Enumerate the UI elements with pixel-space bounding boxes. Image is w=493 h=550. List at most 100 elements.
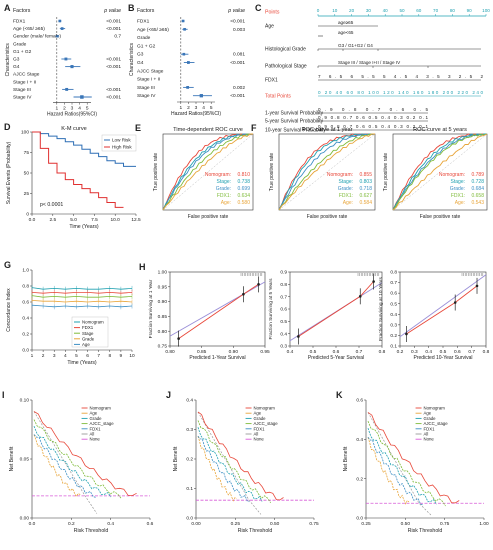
forest-row-label: G4 <box>13 64 20 70</box>
km-high-risk-line <box>32 131 124 208</box>
dca-xtick-label: 0.00 <box>191 521 201 527</box>
roc-auc-name: Age: <box>221 200 231 206</box>
dca-xlabel: Risk Threshold <box>74 528 109 534</box>
roc-title: ROC curve at 5 years <box>413 127 467 133</box>
forest-row-p: <0.001 <box>106 19 121 25</box>
forest-row-label: Stage III <box>137 85 155 91</box>
dca-legend-label: None <box>90 437 101 442</box>
dca-legend-label: None <box>424 437 435 442</box>
dca-ylabel: Net Benefit <box>343 446 349 471</box>
forest-point <box>199 94 203 98</box>
forest-tick-label: 1 <box>55 106 58 112</box>
nomogram-points-tick: 20 <box>349 8 355 13</box>
dca-model-line <box>197 411 284 501</box>
dca-ytick-label: 0.6 <box>356 398 363 404</box>
roc-frame <box>278 133 376 211</box>
forest-row-label: Stage I + II <box>137 77 160 83</box>
forest-row-p: <0.001 <box>106 87 121 93</box>
dca-xtick-label: 0.75 <box>440 521 450 527</box>
calib-ytick-label: 0.4 <box>280 331 287 337</box>
roc-auc-name: Stage: <box>451 179 465 185</box>
dca-ytick-label: 0.2 <box>186 457 193 463</box>
dca-ytick-label: 0.4 <box>186 398 193 404</box>
cindex-ytick-label: 0.2 <box>22 332 29 338</box>
forest-point <box>181 19 185 23</box>
nomogram-row-label: Age <box>265 24 274 30</box>
cindex-ytick-label: 1.0 <box>22 268 29 274</box>
roc-auc-value: 0.718 <box>359 186 372 192</box>
calib-frame <box>399 271 487 347</box>
km-ytick-label: 0 <box>26 212 29 218</box>
forest-point <box>186 86 190 89</box>
roc-curve-line <box>278 133 376 211</box>
nomogram-row-scale: 0 20 40 60 80 100 120 140 160 180 200 22… <box>318 90 483 95</box>
roc-diagonal <box>278 133 376 211</box>
km-ylabel: Survival Events (Probability) <box>6 141 12 204</box>
forest-row-p: 0.081 <box>233 52 245 58</box>
calib-xtick-label: 0.6 <box>333 349 340 355</box>
km-ytick-label: 100 <box>21 130 29 136</box>
nomogram-row-scale: 0.9 0.8 0.7 0.6 0.5 0.4 0.3 0.2 0.1 <box>318 124 428 129</box>
km-xtick-label: 0.0 <box>29 217 36 223</box>
roc-auc-name: Nomogram: <box>327 172 353 178</box>
roc-auc-name: Stage: <box>339 179 353 185</box>
panel-letter-C: C <box>255 3 262 13</box>
roc-auc-name: Nomogram: <box>439 172 465 178</box>
dca-legend-label: Nomogram <box>424 406 446 411</box>
calib-ytick-label: 0.4 <box>390 312 397 318</box>
calib-ytick-label: 0.80 <box>158 329 168 335</box>
calib-ytick-label: 0.5 <box>280 319 287 325</box>
calib-ytick-label: 0.8 <box>280 282 287 288</box>
nomogram-row-scale: 7 6.5 6 5.5 5 4.5 4 3.5 3 2.5 2 <box>318 74 483 79</box>
cindex-xtick-label: 2 <box>42 353 45 359</box>
dca-legend-label: Nomogram <box>254 406 276 411</box>
calib-xtick-label: 0.6 <box>454 349 461 355</box>
forest-point <box>64 57 68 61</box>
calib-ylabel: Fraction Surviving at 10 Years <box>378 277 384 341</box>
forest-tick-label: 4 <box>78 106 81 112</box>
dca-xtick-label: 0.75 <box>309 521 319 527</box>
roc-auc-name: Age: <box>343 200 353 206</box>
calib-ytick-label: 0.7 <box>280 294 287 300</box>
panel-letter-G: G <box>4 260 11 270</box>
dca-xtick-label: 0.6 <box>147 521 154 527</box>
roc-curve-line <box>278 133 375 211</box>
dca-all-line <box>33 411 98 514</box>
calib-frame <box>169 271 266 347</box>
roc-diagonal <box>392 133 488 211</box>
calib-curve-line <box>406 285 478 335</box>
calib-xtick-label: 0.5 <box>310 349 317 355</box>
forest-row-label: Stage I + II <box>13 79 36 85</box>
roc-auc-name: Stage: <box>217 179 231 185</box>
forest-tick-label: 3 <box>195 105 198 111</box>
nomogram-row-label: Pathological Stage <box>265 64 307 70</box>
forest-row-label: Stage III <box>13 87 31 93</box>
calib-xtick-label: 0.80 <box>165 349 175 355</box>
km-legend-label: Low Risk <box>112 138 131 143</box>
dca-model-line <box>197 436 237 502</box>
dca-legend-label: All <box>424 432 429 437</box>
calib-ytick-label: 0.1 <box>390 344 397 350</box>
roc-curve-line <box>392 133 487 211</box>
km-low-risk-line <box>32 131 136 167</box>
panel-letter-H1: H <box>139 262 146 272</box>
calib-xtick-label: 0.85 <box>197 349 207 355</box>
dca-legend-label: All <box>254 432 259 437</box>
cindex-legend-label: Grade <box>82 336 95 341</box>
forest-header-factors: Factors <box>137 8 155 14</box>
calib-xlabel: Predicted 10-Year Survival <box>413 355 472 361</box>
calib-point <box>475 284 479 288</box>
dca-ytick-label: 0.05 <box>20 457 30 463</box>
calib-xtick-label: 0.7 <box>356 349 363 355</box>
forest-row-label: G1 + G2 <box>137 43 156 49</box>
panel-letter-E: E <box>135 123 141 133</box>
forest-tick-label: 1 <box>179 105 182 111</box>
forest-row-p: <0.001 <box>230 93 245 99</box>
cindex-xtick-label: 8 <box>108 353 111 359</box>
roc-curve-line <box>392 133 487 211</box>
cindex-ytick-label: 0.6 <box>22 300 29 306</box>
roc-auc-name: FDX1: <box>451 193 465 199</box>
km-ytick-label: 50 <box>24 171 30 177</box>
km-xtick-label: 5.0 <box>70 217 77 223</box>
nomogram-points-tick: 100 <box>482 8 490 13</box>
